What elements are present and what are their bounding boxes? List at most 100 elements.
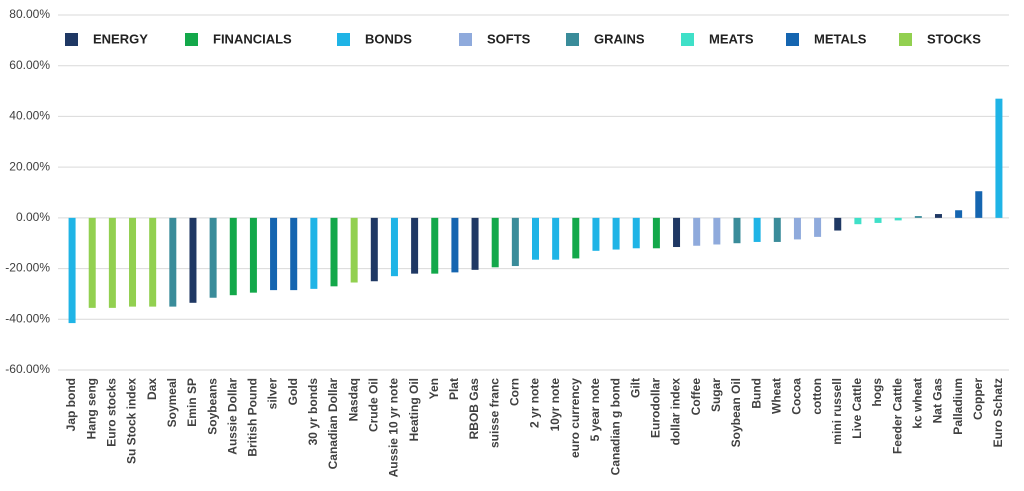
bar — [270, 217, 278, 291]
legend-label: STOCKS — [927, 31, 981, 46]
bar — [532, 217, 539, 260]
x-tick-label: mini russell — [830, 378, 844, 445]
x-tick-label: Aussie 10 yr note — [387, 378, 401, 478]
bar — [491, 217, 499, 268]
bar — [693, 217, 701, 246]
bar — [229, 217, 237, 296]
x-tick-label: Plat — [447, 378, 461, 400]
bar — [673, 217, 681, 248]
bar — [209, 217, 217, 298]
x-tick-label: Crude Oil — [366, 378, 380, 432]
bar — [511, 217, 519, 267]
x-tick-label: Gilt — [628, 378, 642, 398]
x-tick-label: Bund — [749, 378, 763, 409]
x-tick-label: Euro Schatz — [991, 378, 1005, 447]
x-tick-label: Live Cattle — [850, 378, 864, 439]
x-tick-label: 30 yr bonds — [306, 378, 320, 446]
x-tick-label: Soybeans — [205, 378, 219, 435]
y-tick-label: -40.00% — [5, 311, 50, 325]
x-tick-label: Aussie Dollar — [225, 378, 239, 455]
bar — [894, 217, 902, 221]
x-tick-label: RBOB Gas — [467, 378, 481, 440]
bar — [451, 217, 459, 273]
legend-swatch — [899, 33, 912, 46]
x-tick-label: Heating Oil — [407, 378, 421, 441]
legend-label: SOFTS — [487, 31, 531, 46]
bar — [572, 217, 580, 259]
x-tick-label: euro currency — [568, 378, 582, 458]
bar — [612, 217, 620, 250]
y-tick-label: 60.00% — [9, 58, 50, 72]
y-tick-label: 80.00% — [9, 7, 50, 21]
x-tick-label: dollar index — [669, 378, 683, 446]
legend-swatch — [786, 33, 799, 46]
bar — [390, 217, 398, 277]
legend-swatch — [459, 33, 472, 46]
legend-label: BONDS — [365, 31, 412, 46]
y-tick-label: 0.00% — [16, 210, 50, 224]
bar — [88, 217, 96, 308]
x-tick-label: British Pound — [246, 378, 260, 457]
bar — [955, 210, 963, 218]
bar — [552, 217, 560, 260]
legend-label: FINANCIALS — [213, 31, 292, 46]
x-tick-label: Soymeal — [165, 378, 179, 427]
bar — [129, 217, 137, 307]
x-tick-label: Eurodollar — [649, 378, 663, 438]
x-tick-label: Nasdaq — [346, 378, 360, 421]
bar — [713, 217, 721, 245]
x-tick-label: silver — [266, 378, 280, 410]
x-tick-label: suisse franc — [487, 378, 501, 448]
bar — [773, 217, 781, 242]
legend-label: GRAINS — [594, 31, 645, 46]
bar — [108, 217, 116, 308]
bar — [411, 217, 419, 274]
bar — [733, 217, 741, 244]
bar — [189, 217, 197, 303]
bar — [330, 217, 338, 287]
x-tick-label: Emin SP — [185, 378, 199, 427]
bar — [310, 217, 318, 289]
legend-swatch — [681, 33, 694, 46]
x-tick-label: Cocoa — [790, 378, 804, 415]
legend-label: METALS — [814, 31, 867, 46]
legend-swatch — [566, 33, 579, 46]
bar — [592, 217, 600, 251]
x-tick-label: Nat Gas — [931, 378, 945, 424]
bar — [793, 217, 801, 240]
bar — [975, 191, 983, 218]
x-tick-label: Feeder Cattle — [890, 378, 904, 454]
bar — [149, 217, 157, 307]
bar — [874, 217, 882, 223]
x-tick-label: Palladium — [951, 378, 965, 435]
bar — [814, 217, 822, 237]
bar — [854, 217, 862, 225]
x-tick-label: cotton — [810, 378, 824, 415]
legend-swatch — [65, 33, 78, 46]
x-tick-label: Wheat — [769, 378, 783, 414]
y-tick-label: -20.00% — [5, 261, 50, 275]
bar — [471, 217, 479, 270]
x-tick-label: Gold — [286, 378, 300, 405]
x-tick-label: 5 year note — [588, 378, 602, 442]
x-tick-label: Canadian Dollar — [326, 378, 340, 470]
x-tick-label: Corn — [508, 378, 522, 406]
x-tick-label: hogs — [870, 378, 884, 407]
bar — [995, 98, 1003, 218]
x-tick-label: Dax — [145, 378, 159, 400]
bar — [652, 217, 660, 249]
bar — [834, 217, 842, 231]
bar — [934, 214, 942, 218]
bar — [370, 217, 378, 282]
bar — [290, 217, 298, 291]
x-tick-label: Su Stock index — [125, 378, 139, 464]
bar — [68, 217, 76, 324]
bar — [753, 217, 761, 242]
legend-label: ENERGY — [93, 31, 148, 46]
y-tick-label: -60.00% — [5, 362, 50, 376]
x-tick-label: Coffee — [689, 378, 703, 416]
bar — [249, 217, 257, 293]
bar — [169, 217, 177, 307]
x-tick-label: Euro stocks — [105, 378, 119, 447]
